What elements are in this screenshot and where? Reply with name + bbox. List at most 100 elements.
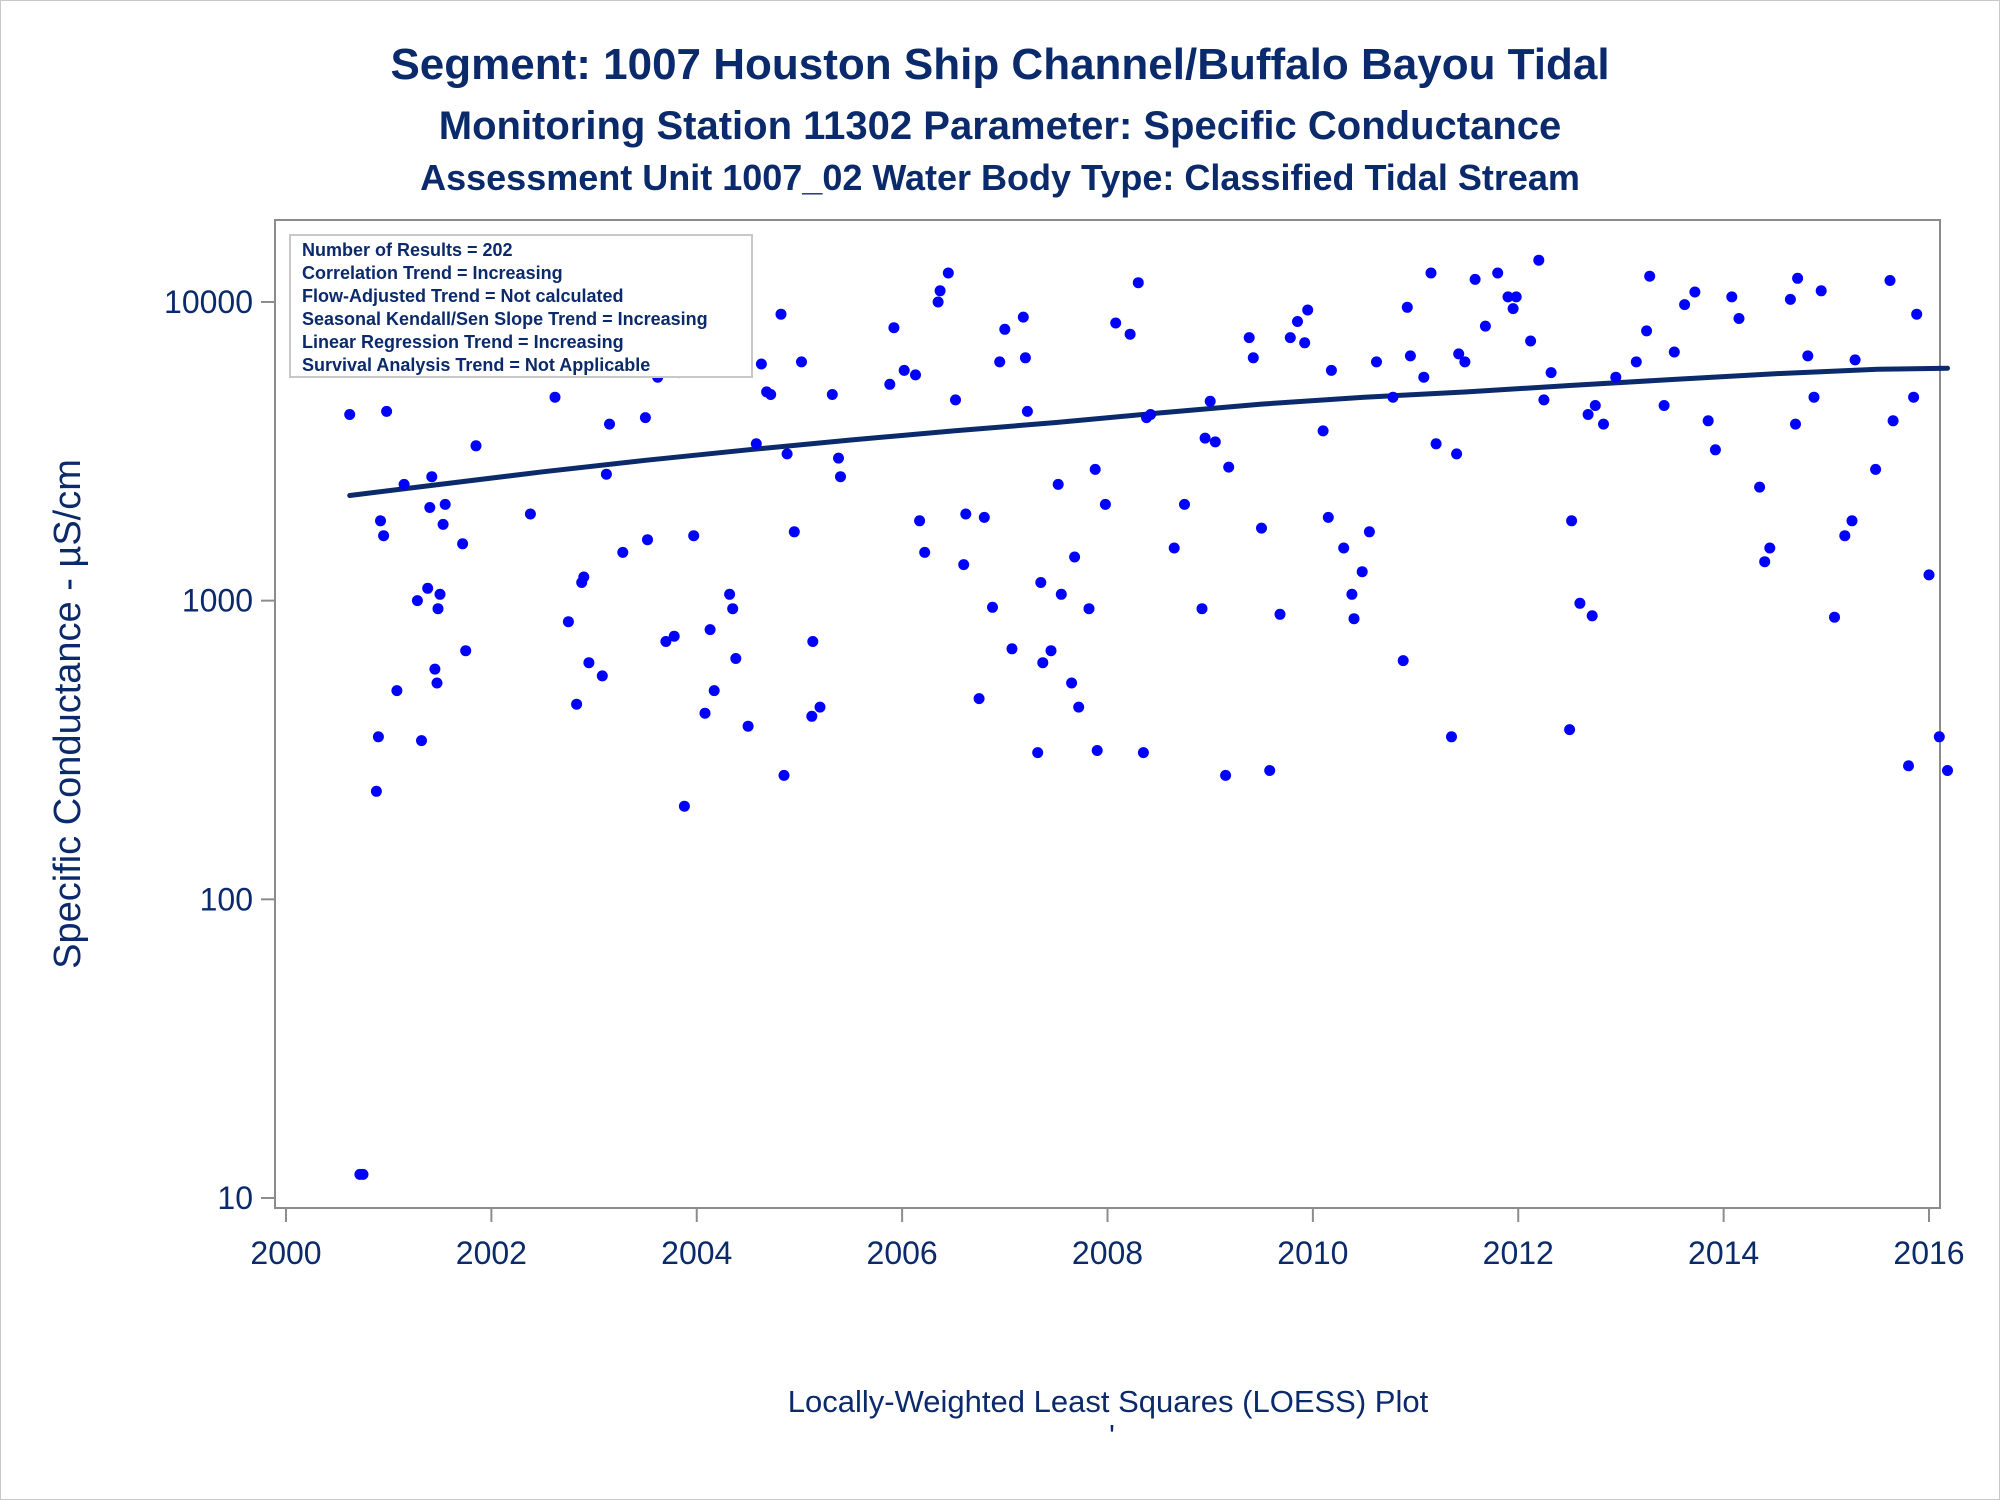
data-point: [1302, 304, 1314, 316]
data-point: [1430, 438, 1442, 450]
data-point: [1132, 277, 1144, 289]
footnote-mark: ': [1109, 1418, 1115, 1453]
y-axis-title: Specific Conductance - µS/cm: [47, 459, 89, 969]
data-point: [416, 735, 427, 747]
data-point: [1733, 313, 1745, 324]
data-point: [1006, 643, 1018, 655]
data-point: [1017, 311, 1029, 323]
data-point: [1802, 350, 1814, 362]
data-point: [727, 603, 739, 615]
data-point: [765, 389, 777, 400]
chart-subtitle: Monitoring Station 11302 Parameter: Spec…: [439, 104, 1562, 148]
data-point: [1247, 352, 1259, 364]
x-tick-label: 2004: [661, 1235, 732, 1271]
data-point: [1668, 346, 1680, 358]
data-point: [814, 701, 826, 713]
data-point: [1387, 391, 1399, 403]
data-point: [1032, 747, 1044, 759]
data-point: [807, 636, 819, 647]
data-point: [460, 645, 472, 657]
data-point: [357, 1168, 369, 1180]
x-tick-label: 2010: [1277, 1235, 1348, 1271]
data-point: [1397, 655, 1409, 667]
data-point: [1808, 391, 1820, 403]
x-axis: 2000 2002 2004 2006 2008 2010 2012 2014 2016: [250, 1208, 1965, 1271]
data-point: [699, 707, 711, 719]
data-point: [1220, 769, 1232, 781]
x-tick-label: 2014: [1688, 1235, 1759, 1271]
data-point: [1846, 515, 1858, 527]
data-point: [604, 418, 615, 430]
data-point: [1099, 498, 1111, 510]
data-point: [1223, 461, 1235, 473]
data-point: [688, 530, 700, 542]
data-point: [1055, 588, 1067, 600]
data-point: [1754, 481, 1766, 493]
data-point: [932, 296, 944, 308]
data-point: [1418, 371, 1430, 383]
data-point: [750, 438, 762, 450]
data-point: [1037, 657, 1049, 669]
stats-box-frame: [289, 234, 753, 378]
data-point: [1574, 597, 1586, 609]
data-point: [424, 502, 436, 513]
data-point: [1658, 400, 1670, 411]
stats-line: Number of Results = 202: [302, 240, 513, 260]
data-point: [781, 448, 793, 460]
data-point: [1942, 765, 1953, 776]
data-point: [596, 670, 608, 682]
data-point: [1110, 317, 1122, 329]
data-point: [1401, 301, 1413, 313]
data-point: [999, 323, 1011, 335]
data-point: [344, 409, 356, 420]
data-point: [778, 769, 790, 781]
data-point: [1641, 325, 1653, 337]
data-point: [1145, 409, 1157, 420]
data-point: [1598, 418, 1609, 430]
chart-title: Segment: 1007 Houston Ship Channel/Buffa…: [390, 40, 1609, 89]
data-point: [1196, 603, 1208, 615]
data-point: [1346, 588, 1358, 600]
data-point: [1582, 409, 1594, 420]
data-point: [391, 685, 403, 697]
data-point: [571, 698, 583, 710]
data-point: [919, 546, 931, 558]
data-point: [1264, 765, 1276, 776]
data-point: [1338, 542, 1350, 554]
data-point: [1256, 522, 1267, 534]
x-tick-label: 2016: [1893, 1235, 1964, 1271]
data-point: [942, 267, 954, 279]
data-point: [678, 800, 690, 812]
data-point: [960, 508, 972, 520]
data-point: [1923, 569, 1935, 581]
data-point: [1066, 677, 1078, 689]
data-point: [439, 498, 451, 510]
data-point: [1469, 273, 1481, 285]
data-point: [788, 526, 800, 538]
data-point: [914, 515, 926, 527]
data-point: [437, 518, 449, 530]
data-point: [617, 546, 629, 558]
y-tick-label: 100: [200, 881, 253, 917]
data-points: [344, 254, 1953, 1180]
stats-line: Seasonal Kendall/Sen Slope Trend = Incre…: [302, 309, 708, 329]
data-point: [381, 405, 393, 417]
data-point: [1317, 425, 1329, 437]
data-point: [429, 663, 441, 675]
data-point: [833, 452, 844, 464]
data-point: [888, 322, 900, 334]
data-point: [1510, 291, 1522, 303]
data-point: [1764, 542, 1776, 554]
data-point: [1533, 254, 1545, 266]
data-point: [1709, 444, 1721, 456]
data-point: [1525, 335, 1537, 347]
data-point: [370, 785, 382, 797]
data-point: [398, 478, 410, 490]
loess-trend: [347, 365, 1950, 498]
data-point: [1644, 270, 1656, 282]
data-point: [1538, 394, 1550, 406]
data-point: [1089, 463, 1101, 475]
data-point: [1325, 364, 1337, 376]
data-point: [973, 693, 985, 705]
